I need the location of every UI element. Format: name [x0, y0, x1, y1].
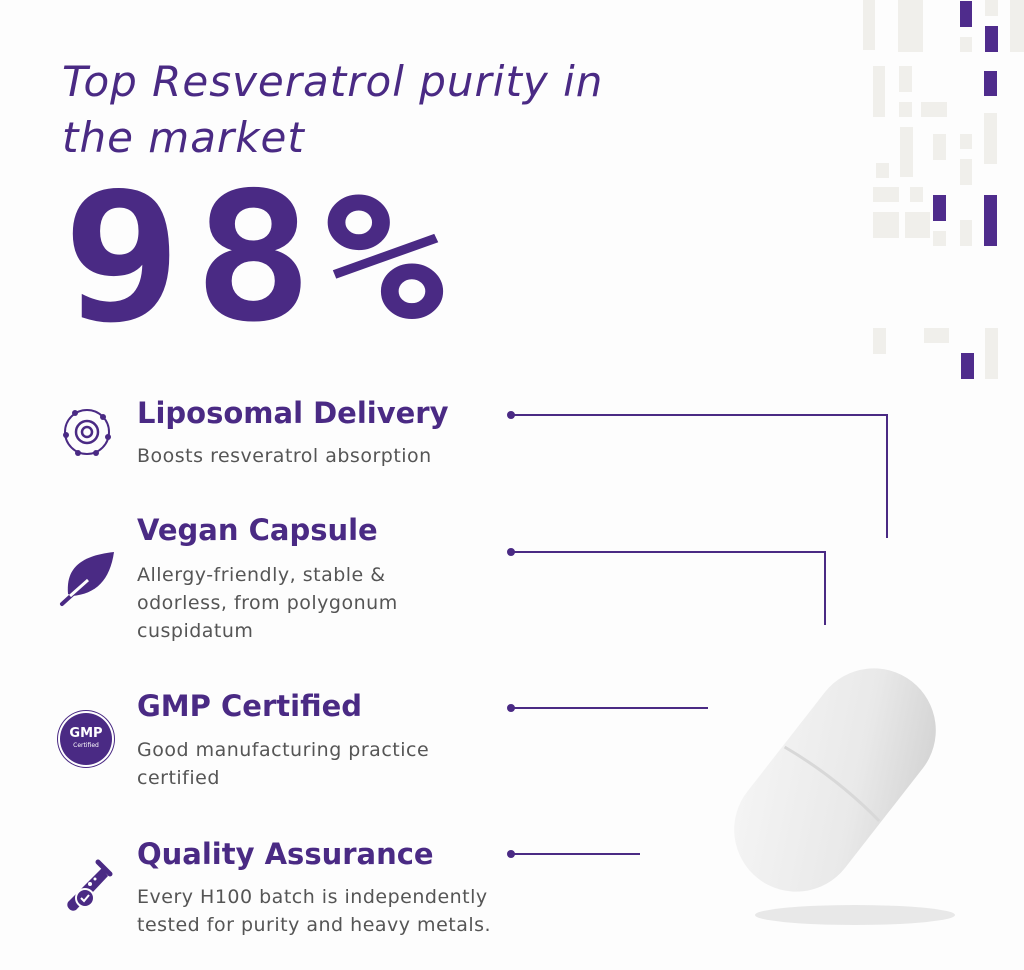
- feature-title: GMP Certified: [137, 689, 362, 723]
- capsule-image: [734, 668, 955, 925]
- feature-description: Boosts resveratrol absorption: [137, 445, 432, 467]
- purity-percentage: 98%: [62, 154, 456, 361]
- feature-title: Liposomal Delivery: [137, 396, 449, 430]
- feature-description: Allergy-friendly, stable & odorless, fro…: [137, 564, 398, 642]
- feature-title: Vegan Capsule: [137, 513, 378, 547]
- headline: Top Resveratrol purity in the market: [62, 57, 604, 162]
- connector-line: [511, 707, 708, 709]
- badge-subtext: Certified: [73, 742, 99, 749]
- feature-description: Every H100 batch is independently tested…: [137, 886, 492, 936]
- connector-line: [511, 551, 826, 553]
- badge-text: GMP: [69, 726, 103, 741]
- connector-line: [511, 414, 888, 416]
- atom-icon: [63, 409, 111, 456]
- test-tube-icon: [67, 859, 113, 911]
- connector-line: [886, 414, 888, 538]
- connector-line: [511, 853, 640, 855]
- leaf-icon: [60, 552, 114, 606]
- connector-line: [824, 551, 826, 625]
- feature-title: Quality Assurance: [137, 837, 434, 871]
- gmp-badge-icon: GMP Certified: [58, 711, 114, 767]
- feature-description: Good manufacturing practice certified: [137, 739, 430, 789]
